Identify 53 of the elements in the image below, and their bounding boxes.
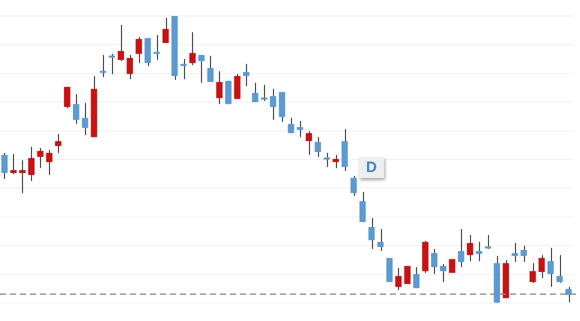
candlestick: [484, 234, 492, 250]
candlestick: [234, 73, 240, 100]
candlestick: [189, 32, 196, 66]
candlestick: [82, 102, 88, 136]
candlestick: [538, 254, 545, 279]
candlestick: [126, 54, 133, 80]
candlestick: [449, 258, 456, 274]
candlestick: [556, 254, 563, 284]
candlestick: [260, 84, 268, 102]
candlestick: [64, 86, 70, 109]
candlestick: [28, 146, 34, 182]
candlestick: [359, 191, 366, 223]
candlestick: [252, 82, 258, 103]
candlestick: [324, 152, 330, 168]
candlestick: [440, 263, 446, 283]
candlestick: [530, 262, 536, 284]
candlestick: [547, 247, 554, 288]
candlestick: [377, 228, 384, 252]
candlestick: [46, 150, 52, 176]
candlestick: [162, 18, 169, 44]
candlestick: [350, 175, 357, 196]
candlestick: [296, 120, 304, 138]
candlestick: [332, 154, 339, 169]
candlestick: [243, 63, 250, 87]
candlestick: [72, 94, 80, 124]
candlestick: [19, 160, 26, 194]
candlestick: [136, 36, 142, 64]
candlestick: [413, 266, 420, 289]
candlestick: [216, 70, 222, 105]
candlestick: [395, 267, 402, 291]
candlestick: [55, 133, 62, 154]
candlestick: [458, 228, 464, 268]
candlestick: [100, 54, 106, 78]
candlestick: [37, 148, 44, 169]
candlestick: [368, 218, 375, 250]
candlestick: [270, 88, 276, 120]
candlestick: [476, 241, 482, 262]
candlestick: [118, 24, 124, 62]
candlestick: [198, 54, 205, 84]
candlestick: [520, 245, 527, 262]
candlestick: [207, 55, 214, 83]
candlestick: [314, 136, 321, 158]
candlestick: [1, 152, 8, 180]
candlestick: [10, 154, 17, 175]
candlestick: [466, 234, 474, 262]
candlestick: [512, 242, 518, 262]
annotation: D: [359, 157, 384, 178]
candlestick: [431, 248, 438, 275]
candlestick: [154, 34, 160, 60]
candlestick: [180, 58, 187, 80]
candlestick: [288, 117, 294, 134]
candlestick: [108, 53, 116, 74]
candlestick: [306, 130, 312, 156]
